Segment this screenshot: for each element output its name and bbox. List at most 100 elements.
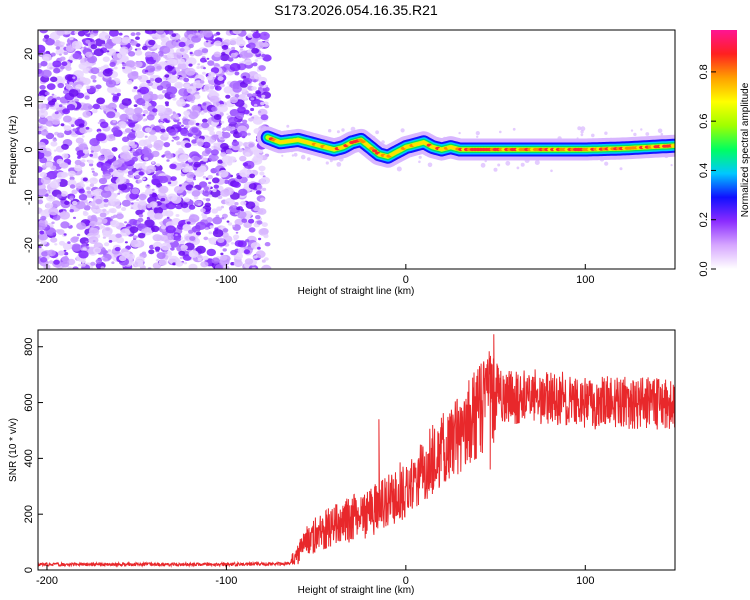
noise-speckle — [126, 80, 133, 85]
noise-speckle — [162, 90, 167, 94]
noise-speckle — [119, 113, 129, 122]
noise-speckle — [91, 108, 98, 114]
noise-speckle — [180, 202, 189, 209]
noise-speckle — [81, 183, 86, 188]
noise-speckle — [132, 151, 140, 157]
noise-speckle — [201, 48, 209, 54]
noise-speckle — [152, 234, 162, 242]
noise-speckle — [202, 157, 208, 162]
noise-speckle — [216, 114, 220, 118]
faint-speckle — [591, 133, 595, 138]
noise-speckle — [224, 198, 235, 206]
noise-speckle — [206, 248, 216, 257]
noise-speckle — [162, 229, 167, 232]
noise-speckle — [203, 83, 214, 92]
noise-speckle — [72, 266, 79, 269]
noise-speckle — [39, 147, 47, 154]
noise-speckle — [244, 258, 254, 265]
y-tick-label: 20 — [23, 48, 35, 60]
noise-speckle — [62, 89, 69, 95]
noise-speckle — [225, 125, 233, 132]
noise-speckle — [82, 177, 88, 182]
noise-speckle — [233, 259, 243, 268]
noise-speckle — [40, 257, 48, 263]
faint-speckle — [604, 131, 608, 135]
noise-speckle — [63, 233, 67, 236]
noise-speckle — [260, 114, 269, 121]
noise-speckle — [130, 40, 138, 46]
noise-speckle — [40, 176, 51, 185]
noise-speckle — [135, 256, 145, 264]
noise-speckle — [248, 264, 259, 269]
noise-speckle — [85, 85, 91, 90]
noise-speckle — [162, 154, 166, 157]
faint-speckle — [580, 133, 584, 137]
signal-core — [366, 144, 372, 148]
noise-speckle — [152, 108, 158, 113]
noise-speckle — [220, 252, 224, 256]
noise-speckle — [55, 46, 60, 50]
noise-speckle — [80, 159, 86, 163]
noise-speckle — [260, 197, 265, 202]
noise-speckle — [40, 215, 47, 221]
noise-speckle — [121, 36, 131, 44]
noise-speckle — [146, 114, 155, 121]
noise-speckle — [109, 62, 116, 67]
noise-speckle — [100, 218, 108, 224]
noise-speckle — [50, 237, 58, 243]
noise-speckle — [162, 230, 168, 236]
noise-speckle — [154, 77, 163, 83]
noise-speckle — [78, 62, 88, 70]
faint-speckle — [325, 161, 329, 165]
noise-speckle — [249, 113, 253, 116]
noise-speckle — [39, 30, 48, 34]
noise-speckle — [148, 249, 155, 255]
noise-speckle — [52, 94, 57, 98]
y-tick-label: 10 — [23, 96, 35, 108]
faint-speckle — [604, 161, 609, 166]
noise-speckle — [156, 163, 161, 167]
noise-speckle — [124, 241, 128, 244]
noise-speckle — [48, 194, 52, 198]
noise-speckle — [158, 52, 164, 57]
noise-speckle — [257, 208, 267, 215]
noise-speckle — [213, 184, 219, 189]
noise-speckle — [38, 68, 43, 74]
noise-speckle — [165, 103, 169, 107]
noise-speckle — [56, 179, 61, 183]
noise-speckle — [148, 191, 153, 195]
noise-speckle — [128, 122, 136, 128]
noise-speckle — [248, 227, 256, 233]
noise-speckle — [188, 229, 194, 234]
noise-speckle — [129, 218, 138, 226]
noise-speckle — [102, 163, 111, 170]
noise-speckle — [208, 181, 212, 185]
noise-speckle — [253, 154, 263, 162]
noise-speckle — [192, 134, 196, 137]
noise-speckle — [176, 99, 187, 107]
noise-speckle — [99, 121, 109, 129]
noise-speckle — [234, 71, 240, 76]
noise-speckle — [251, 86, 257, 91]
noise-speckle — [244, 152, 251, 157]
noise-speckle — [132, 235, 138, 239]
noise-speckle — [59, 56, 66, 61]
faint-speckle — [497, 163, 501, 167]
noise-speckle — [220, 205, 224, 209]
noise-speckle — [254, 215, 261, 220]
noise-speckle — [236, 36, 244, 42]
noise-speckle — [138, 232, 146, 239]
noise-speckle — [236, 206, 241, 211]
noise-speckle — [51, 111, 63, 121]
noise-speckle — [187, 158, 193, 163]
noise-speckle — [109, 30, 119, 37]
noise-speckle — [222, 228, 229, 233]
noise-speckle — [128, 173, 134, 178]
noise-speckle — [78, 143, 88, 151]
noise-speckle — [85, 240, 88, 243]
noise-speckle — [142, 118, 147, 122]
noise-speckle — [220, 120, 225, 124]
noise-speckle — [66, 104, 76, 111]
noise-speckle — [258, 165, 266, 172]
noise-speckle — [253, 255, 258, 259]
